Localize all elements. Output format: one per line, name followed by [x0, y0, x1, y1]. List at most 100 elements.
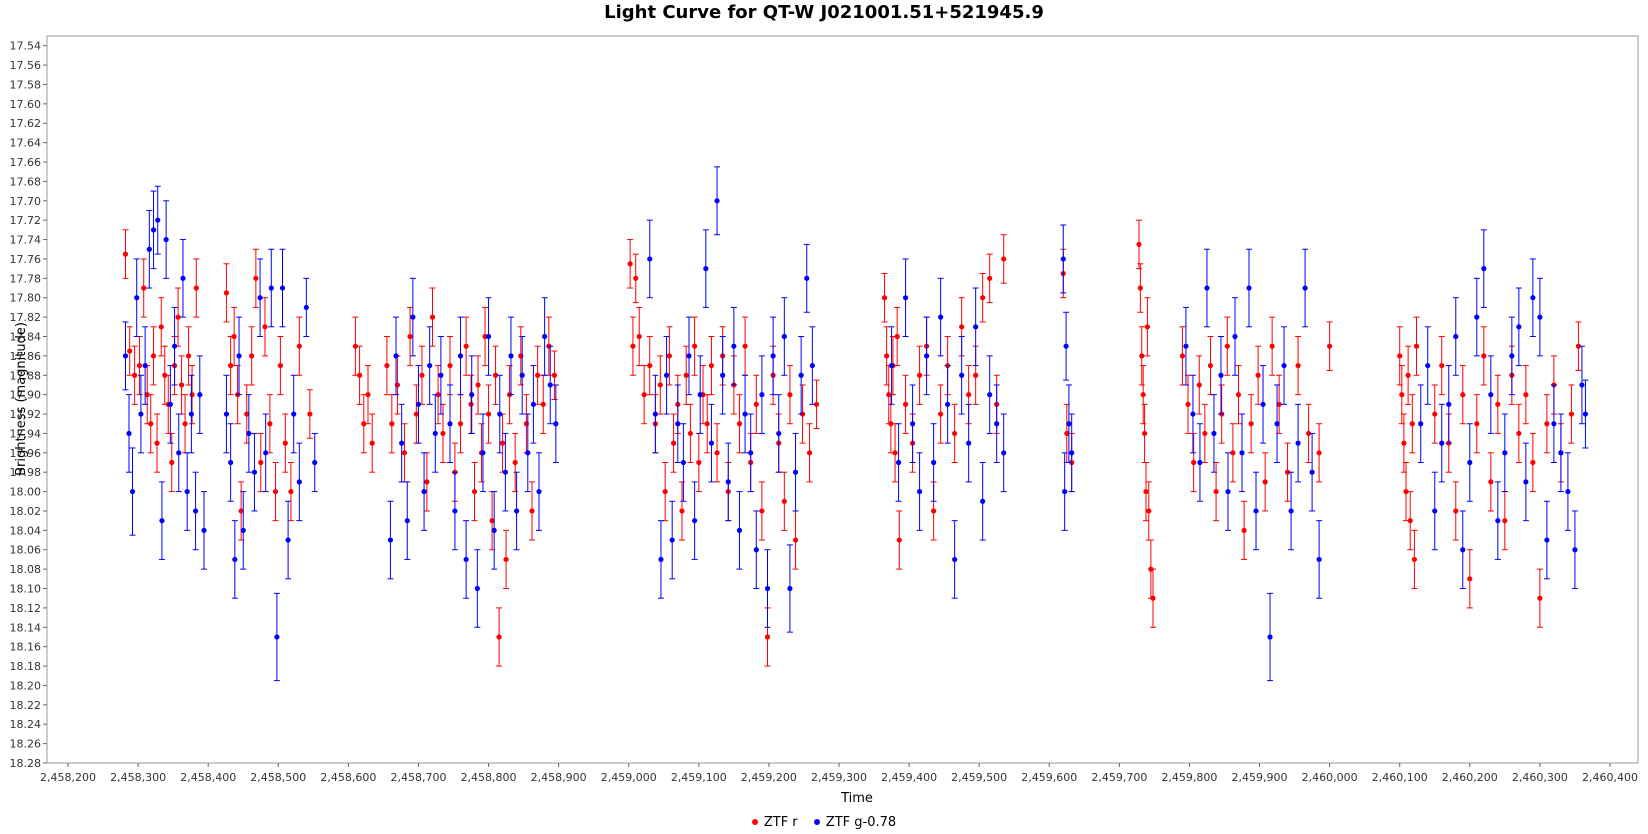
data-point-ztf-g-0-78: [1537, 314, 1543, 320]
data-point-ztf-g-0-78: [748, 450, 754, 456]
data-point-ztf-g-0-78: [1183, 343, 1189, 349]
data-point-ztf-g-0-78: [497, 411, 503, 417]
data-point-ztf-g-0-78: [1253, 508, 1259, 514]
data-point-ztf-r: [736, 421, 743, 427]
data-point-ztf-g-0-78: [1460, 547, 1466, 553]
y-tick-label: 18.18: [10, 660, 42, 673]
data-point-ztf-r: [223, 290, 230, 296]
data-point-ztf-r: [132, 372, 138, 378]
legend-label-ztf-g: ZTF g-0.78: [825, 815, 897, 830]
data-point-ztf-g-0-78: [150, 227, 157, 233]
data-point-ztf-r: [708, 362, 715, 369]
x-tick-label: 2,460,200: [1442, 771, 1498, 784]
data-point-ztf-r: [540, 401, 546, 407]
x-tick-label: 2,459,800: [1161, 771, 1217, 784]
data-point-ztf-g-0-78: [1211, 430, 1217, 437]
data-point-ztf-r: [683, 372, 689, 378]
data-point-ztf-g-0-78: [1066, 421, 1072, 427]
data-point-ztf-g-0-78: [410, 314, 416, 320]
data-point-ztf-r: [894, 333, 900, 340]
data-point-ztf-g-0-78: [1572, 547, 1578, 553]
data-point-ztf-g-0-78: [171, 343, 178, 349]
data-point-ztf-g-0-78: [1495, 518, 1501, 524]
data-point-ztf-g-0-78: [787, 585, 793, 592]
data-point-ztf-r: [1327, 343, 1333, 349]
data-point-ztf-r: [258, 459, 264, 466]
data-point-ztf-r: [1136, 241, 1142, 248]
data-point-ztf-r: [952, 430, 958, 437]
data-point-ztf-g-0-78: [1302, 285, 1308, 291]
y-tick-label: 17.86: [10, 350, 42, 363]
legend-item-ztf-g[interactable]: ZTF g-0.78: [813, 815, 897, 830]
data-point-ztf-g-0-78: [647, 256, 653, 262]
x-tick-label: 2,459,900: [1232, 771, 1288, 784]
legend: ZTF r ZTF g-0.78: [0, 815, 1648, 830]
data-point-ztf-g-0-78: [1488, 392, 1494, 398]
x-tick-label: 2,458,700: [390, 771, 446, 784]
data-point-ztf-g-0-78: [931, 459, 937, 466]
data-point-ztf-r: [485, 411, 492, 417]
data-point-ztf-r: [1284, 469, 1291, 475]
data-point-ztf-g-0-78: [1544, 537, 1550, 543]
y-tick-label: 17.90: [10, 389, 42, 402]
data-point-ztf-r: [938, 411, 944, 417]
y-tick-label: 17.82: [10, 311, 42, 324]
data-point-ztf-r: [892, 450, 898, 456]
x-tick-label: 2,458,800: [461, 771, 517, 784]
data-point-ztf-r: [496, 634, 502, 640]
x-tick-label: 2,460,300: [1512, 771, 1568, 784]
data-point-ztf-g-0-78: [268, 285, 274, 291]
data-point-ztf-g-0-78: [197, 392, 203, 398]
data-point-ztf-g-0-78: [474, 585, 480, 592]
x-tick-label: 2,459,100: [671, 771, 727, 784]
data-point-ztf-r: [231, 333, 237, 340]
data-point-ztf-g-0-78: [1295, 440, 1301, 446]
data-point-ztf-g-0-78: [759, 392, 765, 398]
data-point-ztf-r: [512, 459, 518, 466]
data-point-ztf-r: [884, 353, 890, 359]
data-point-ztf-r: [792, 537, 799, 543]
data-point-ztf-g-0-78: [438, 372, 444, 378]
data-point-ztf-r: [1474, 421, 1480, 427]
data-point-ztf-g-0-78: [1565, 488, 1571, 495]
data-point-ztf-r: [973, 372, 979, 378]
x-tick-label: 2,459,200: [741, 771, 797, 784]
legend-item-ztf-r[interactable]: ZTF r: [751, 815, 798, 830]
data-point-ztf-g-0-78: [1288, 508, 1294, 514]
y-tick-label: 18.14: [10, 621, 42, 634]
data-point-ztf-g-0-78: [945, 401, 951, 407]
y-tick-label: 17.66: [10, 156, 42, 169]
data-point-ztf-r: [244, 411, 250, 417]
data-point-ztf-r: [1276, 401, 1282, 407]
data-point-ztf-g-0-78: [1453, 333, 1459, 340]
y-tick-label: 17.96: [10, 447, 42, 460]
data-point-ztf-r: [1411, 556, 1418, 563]
data-point-ztf-g-0-78: [1316, 556, 1322, 563]
data-point-ztf-g-0-78: [134, 295, 140, 301]
data-point-ztf-r: [1140, 392, 1146, 398]
data-point-ztf-g-0-78: [987, 392, 993, 398]
data-point-ztf-r: [307, 411, 313, 417]
legend-marker-ztf-g: [813, 818, 820, 825]
x-tick-label: 2,458,300: [110, 771, 166, 784]
data-point-ztf-r: [1139, 353, 1145, 359]
data-point-ztf-g-0-78: [404, 518, 410, 524]
data-point-ztf-g-0-78: [725, 479, 731, 485]
data-point-ztf-g-0-78: [155, 217, 161, 223]
data-point-ztf-g-0-78: [553, 421, 559, 427]
data-point-ztf-g-0-78: [146, 246, 152, 252]
data-point-ztf-r: [679, 508, 685, 514]
y-tick-label: 18.08: [10, 563, 42, 576]
x-tick-label: 2,459,400: [881, 771, 937, 784]
data-point-ztf-r: [1248, 421, 1254, 427]
data-point-ztf-g-0-78: [432, 430, 438, 437]
data-point-ztf-r: [902, 401, 909, 407]
data-point-ztf-r: [228, 362, 234, 369]
y-tick-label: 17.98: [10, 466, 42, 479]
data-point-ztf-g-0-78: [163, 236, 169, 243]
data-point-ztf-g-0-78: [973, 324, 979, 330]
chart-title: Light Curve for QT-W J021001.51+521945.9: [604, 2, 1044, 23]
data-point-ztf-g-0-78: [1069, 450, 1075, 456]
data-point-ztf-g-0-78: [232, 556, 238, 563]
data-point-ztf-g-0-78: [692, 518, 698, 524]
